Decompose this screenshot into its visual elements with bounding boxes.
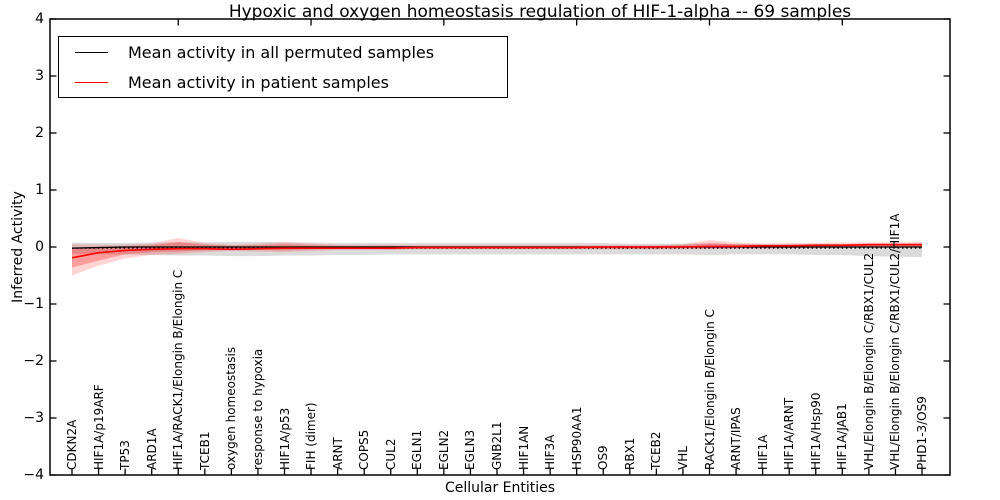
x-tick-label: VHL/Elongin B/Elongin C/RBX1/CUL2/HIF1A: [888, 213, 903, 470]
legend-line-sample-patient: [75, 81, 108, 83]
x-tick-label: HIF3A: [543, 434, 558, 470]
legend-item-permuted: Mean activity in all permuted samples: [75, 39, 507, 65]
x-tick-label: COPS5: [357, 429, 372, 470]
x-tick-label: HIF1A/JAB1: [835, 403, 850, 470]
x-tick-label: FIH (dimer): [304, 402, 319, 470]
x-tick-label: VHL/Elongin B/Elongin C/RBX1/CUL2: [861, 252, 876, 470]
x-tick-label: VHL: [675, 446, 690, 470]
x-tick-label: ARNT: [330, 437, 345, 470]
x-tick-label: RACK1/Elongin B/Elongin C: [702, 309, 717, 470]
y-tick-label: −3: [23, 410, 44, 426]
x-tick-label: CDKN2A: [65, 419, 79, 470]
x-tick-label: HIF1A/Hsp90: [808, 392, 823, 470]
x-tick-label: TP53: [118, 440, 133, 470]
y-tick-label: 2: [35, 125, 44, 141]
x-tick-label: TCEB1: [197, 431, 212, 470]
x-tick-label: HIF1A: [755, 434, 770, 470]
x-tick-label: HSP90AA1: [569, 406, 584, 470]
x-tick-label: HIF1A/ARNT: [782, 397, 797, 470]
x-tick-label: EGLN3: [463, 429, 478, 470]
y-tick-label: 0: [35, 239, 44, 255]
x-tick-label: HIF1A/RACK1/Elongin B/Elongin C: [171, 269, 186, 470]
x-tick-label: HIF1AN: [516, 425, 531, 470]
legend-item-patient: Mean activity in patient samples: [75, 69, 507, 95]
x-axis-label: Cellular Entities: [444, 480, 556, 496]
y-tick-label: 3: [35, 68, 44, 84]
x-tick-label: oxygen homeostasis: [224, 346, 239, 470]
x-tick-label: EGLN1: [410, 429, 425, 470]
y-tick-label: 4: [35, 11, 44, 27]
x-tick-label: RBX1: [622, 437, 637, 470]
x-tick-label: ARNT/IPAS: [729, 407, 744, 470]
x-tick-label: GNB2L1: [490, 421, 504, 470]
x-tick-label: response to hypoxia: [250, 348, 265, 470]
x-tick-label: HIF1A/p19ARF: [91, 384, 106, 470]
legend: Mean activity in all permuted samples Me…: [58, 36, 508, 98]
x-tick-label: HIF1A/p53: [277, 407, 292, 470]
x-tick-label: CUL2: [383, 438, 398, 470]
legend-label-permuted: Mean activity in all permuted samples: [128, 42, 435, 62]
mean-activity-in-patient-samples-line: [71, 243, 922, 259]
legend-line-sample-permuted: [75, 51, 108, 53]
legend-label-patient: Mean activity in patient samples: [128, 72, 389, 92]
y-tick-label: −4: [23, 467, 44, 483]
y-tick-label: −2: [23, 353, 44, 369]
x-tick-label: OS9: [596, 445, 611, 470]
y-tick-label: 1: [35, 182, 44, 198]
x-tick-label: TCEB2: [649, 431, 664, 470]
x-tick-label: ARD1A: [144, 428, 159, 470]
x-tick-label: PHD1-3/OS9: [915, 396, 929, 470]
x-tick-label: EGLN2: [436, 429, 451, 470]
chart-title: Hypoxic and oxygen homeostasis regulatio…: [228, 2, 852, 22]
y-tick-label: −1: [23, 296, 44, 312]
